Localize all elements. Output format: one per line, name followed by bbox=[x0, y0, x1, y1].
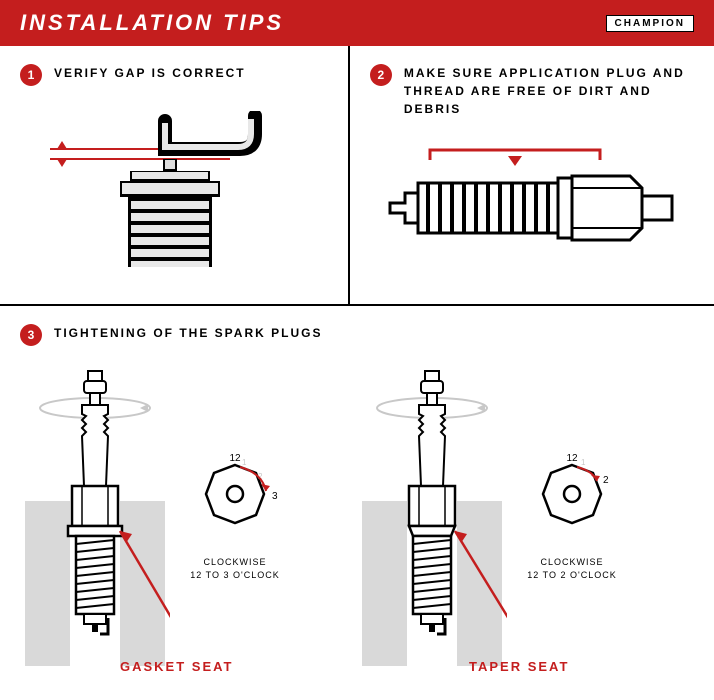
step-1-number: 1 bbox=[20, 64, 42, 86]
page-title: INSTALLATION TIPS bbox=[20, 10, 284, 36]
taper-seat-block: 12 1 2 CLOCKWISE 12 TO 2 O'CLOCK TAPER S… bbox=[357, 366, 694, 666]
gasket-plug-illustration bbox=[20, 366, 170, 666]
taper-dial-label: CLOCKWISE 12 TO 2 O'CLOCK bbox=[527, 556, 617, 581]
step-1-text: VERIFY GAP IS CORRECT bbox=[54, 64, 246, 82]
svg-text:12: 12 bbox=[566, 453, 578, 464]
step-3-head: 3 TIGHTENING OF THE SPARK PLUGS bbox=[20, 324, 694, 346]
step-3-number: 3 bbox=[20, 324, 42, 346]
step-1-head: 1 VERIFY GAP IS CORRECT bbox=[20, 64, 328, 86]
thread-illustration bbox=[370, 148, 694, 303]
step-2-number: 2 bbox=[370, 64, 392, 86]
svg-text:2: 2 bbox=[603, 475, 609, 486]
bottom-content: 12 1 2 3 CLOCKWISE 12 TO 3 O'CLOCK GASKE… bbox=[20, 366, 694, 666]
step-3-panel: 3 TIGHTENING OF THE SPARK PLUGS bbox=[0, 306, 714, 684]
step-1-panel: 1 VERIFY GAP IS CORRECT bbox=[0, 46, 350, 304]
brand-badge: CHAMPION bbox=[606, 15, 694, 32]
gasket-dial: 12 1 2 3 CLOCKWISE 12 TO 3 O'CLOCK bbox=[190, 451, 280, 581]
dial-label-2: 12 TO 2 O'CLOCK bbox=[527, 569, 617, 582]
svg-text:1: 1 bbox=[242, 458, 247, 467]
step-2-head: 2 MAKE SURE APPLICATION PLUG AND THREAD … bbox=[370, 64, 694, 118]
gasket-seat-block: 12 1 2 3 CLOCKWISE 12 TO 3 O'CLOCK GASKE… bbox=[20, 366, 357, 666]
step-2-text: MAKE SURE APPLICATION PLUG AND THREAD AR… bbox=[404, 64, 694, 118]
svg-text:1: 1 bbox=[581, 458, 586, 467]
gasket-seat-label: GASKET SEAT bbox=[120, 659, 234, 674]
gasket-dial-label: CLOCKWISE 12 TO 3 O'CLOCK bbox=[190, 556, 280, 581]
taper-plug-illustration bbox=[357, 366, 507, 666]
svg-text:3: 3 bbox=[272, 491, 278, 502]
dial-label-1: CLOCKWISE bbox=[527, 556, 617, 569]
header-bar: INSTALLATION TIPS CHAMPION bbox=[0, 0, 714, 46]
step-3-text: TIGHTENING OF THE SPARK PLUGS bbox=[54, 324, 322, 342]
svg-text:12: 12 bbox=[229, 453, 241, 464]
gap-illustration bbox=[20, 111, 328, 286]
dial-label-2: 12 TO 3 O'CLOCK bbox=[190, 569, 280, 582]
taper-seat-label: TAPER SEAT bbox=[469, 659, 569, 674]
step-2-panel: 2 MAKE SURE APPLICATION PLUG AND THREAD … bbox=[350, 46, 714, 304]
top-row: 1 VERIFY GAP IS CORRECT bbox=[0, 46, 714, 306]
dial-label-1: CLOCKWISE bbox=[190, 556, 280, 569]
taper-dial: 12 1 2 CLOCKWISE 12 TO 2 O'CLOCK bbox=[527, 451, 617, 581]
